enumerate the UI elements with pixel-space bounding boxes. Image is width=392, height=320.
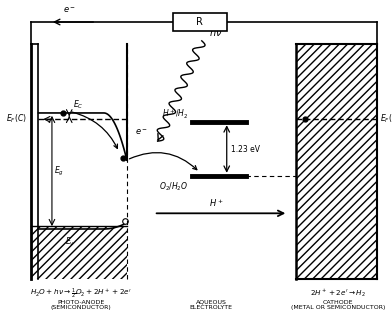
Text: $E_F(C)$: $E_F(C)$ <box>380 113 392 125</box>
Text: $O_2/H_2O$: $O_2/H_2O$ <box>159 180 188 193</box>
Text: $2H^+ + 2e' \rightarrow H_2$: $2H^+ + 2e' \rightarrow H_2$ <box>310 287 366 299</box>
Bar <box>31 226 127 279</box>
Text: $h\nu$: $h\nu$ <box>209 26 223 38</box>
Text: $E_C$: $E_C$ <box>73 99 83 111</box>
Text: $H_2O + h\nu \rightarrow \frac{1}{2}O_2 + 2H^+ + 2e'$: $H_2O + h\nu \rightarrow \frac{1}{2}O_2 … <box>30 287 132 301</box>
Bar <box>296 44 377 279</box>
Text: AQUEOUS
ELECTROLYTE: AQUEOUS ELECTROLYTE <box>190 300 233 310</box>
FancyArrowPatch shape <box>129 153 197 170</box>
Text: $H^+/H_2$: $H^+/H_2$ <box>162 108 188 121</box>
Text: $e^-$: $e^-$ <box>63 5 76 15</box>
Text: $E_v$: $E_v$ <box>65 235 75 248</box>
Text: $E_g$: $E_g$ <box>54 164 64 178</box>
Text: 1.23 eV: 1.23 eV <box>230 145 260 154</box>
Text: $H^+$: $H^+$ <box>209 197 224 209</box>
Text: PHOTO-ANODE
(SEMICONDUCTOR): PHOTO-ANODE (SEMICONDUCTOR) <box>51 300 111 310</box>
Bar <box>173 12 227 31</box>
Text: R: R <box>196 17 203 27</box>
FancyArrowPatch shape <box>72 112 118 148</box>
Text: $E_F(C)$: $E_F(C)$ <box>6 113 27 125</box>
Text: $e^-$: $e^-$ <box>134 127 147 137</box>
Text: CATHODE
(METAL OR SEMICONDUCTOR): CATHODE (METAL OR SEMICONDUCTOR) <box>291 300 385 310</box>
